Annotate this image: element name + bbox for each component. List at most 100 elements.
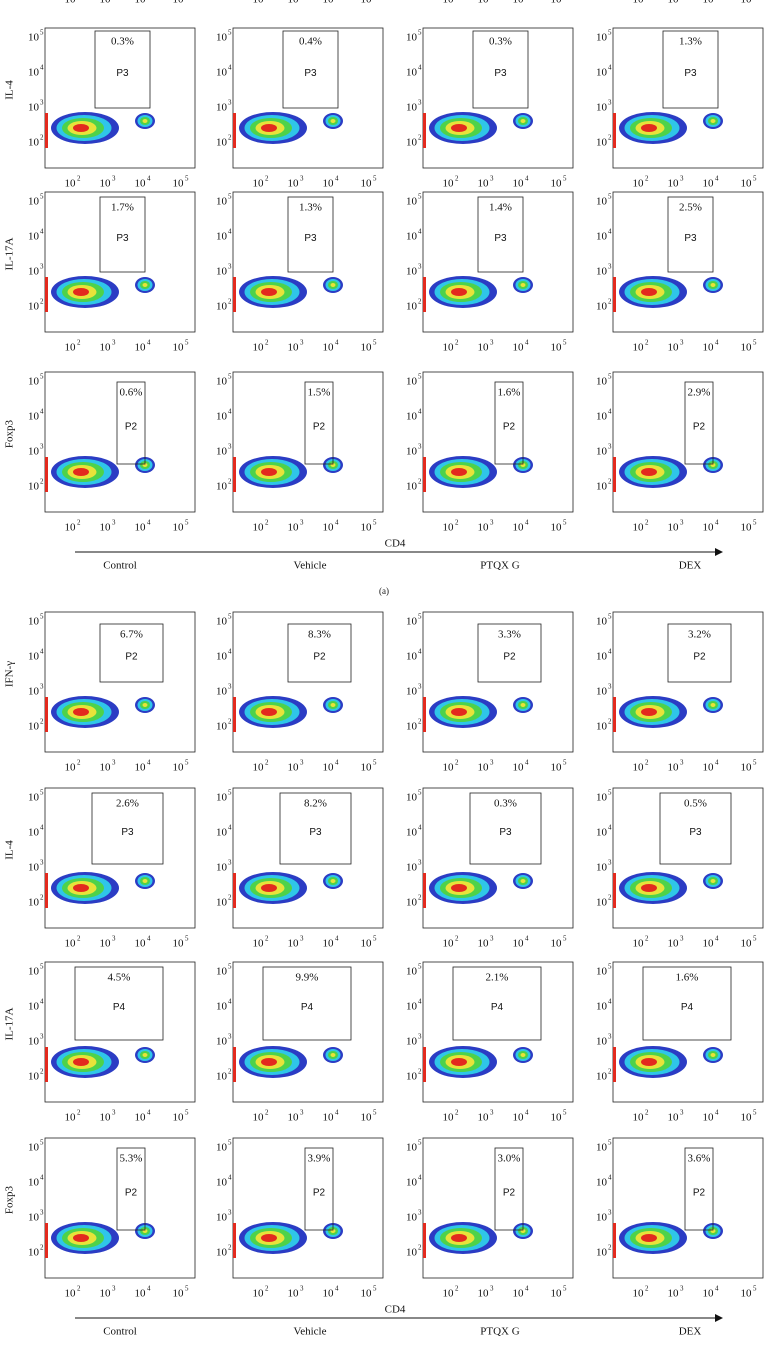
tick-exponent: 4 xyxy=(418,824,422,832)
tick-base: 10 xyxy=(28,792,40,804)
plot-frame xyxy=(232,371,384,513)
tick-base: 10 xyxy=(406,196,418,208)
tick-exponent: 5 xyxy=(608,963,612,971)
plot-frame xyxy=(612,1137,764,1279)
gate-percent: 6.7% xyxy=(120,629,143,641)
gate xyxy=(116,1147,146,1231)
tick-base: 10 xyxy=(216,1247,228,1259)
tick-exponent: 4 xyxy=(147,175,151,183)
tick-base: 10 xyxy=(478,522,490,534)
tick-base: 10 xyxy=(513,1288,525,1300)
tick-base: 10 xyxy=(288,342,300,354)
tick-exponent: 4 xyxy=(525,339,529,347)
tick-base: 10 xyxy=(216,721,228,733)
tick-exponent: 2 xyxy=(40,1244,44,1252)
tick-exponent: 3 xyxy=(418,859,422,867)
plot-frame xyxy=(44,611,196,753)
tick-base: 10 xyxy=(703,938,715,950)
tick-base: 10 xyxy=(406,102,418,114)
tick-base: 10 xyxy=(741,178,753,190)
tick-exponent: 5 xyxy=(753,1285,757,1293)
gate xyxy=(279,792,352,865)
tick-base: 10 xyxy=(253,762,265,774)
tick-exponent: 5 xyxy=(228,29,232,37)
tick-exponent: 5 xyxy=(185,759,189,767)
tick-base: 10 xyxy=(173,178,185,190)
tick-base: 10 xyxy=(703,1288,715,1300)
tick-exponent: 2 xyxy=(228,134,232,142)
tick-base: 10 xyxy=(216,1142,228,1154)
tick-exponent: 2 xyxy=(645,1285,649,1293)
row-marker: IL-17A xyxy=(4,1007,16,1040)
tick-exponent: 4 xyxy=(147,1285,151,1293)
tick-exponent: 4 xyxy=(418,228,422,236)
cell-density xyxy=(641,708,657,716)
cell-density xyxy=(451,708,467,716)
tick-exponent: 2 xyxy=(265,1285,269,1293)
gate xyxy=(667,196,714,273)
tick-base: 10 xyxy=(65,342,77,354)
tick-exponent: 4 xyxy=(40,998,44,1006)
tick-base: 10 xyxy=(323,178,335,190)
group-label: PTQX G xyxy=(480,560,519,572)
tick-exponent: 4 xyxy=(525,935,529,943)
gate xyxy=(99,196,146,273)
tick-base: 10 xyxy=(513,762,525,774)
gate xyxy=(94,30,151,109)
plot-frame xyxy=(422,27,574,169)
tick-exponent: 3 xyxy=(300,519,304,527)
tick-base: 10 xyxy=(596,966,608,978)
plot-frame xyxy=(232,27,384,169)
gate-percent: 3.6% xyxy=(688,1153,711,1165)
tick-base: 10 xyxy=(596,102,608,114)
tick-base: 10 xyxy=(406,67,418,79)
cell-density xyxy=(520,1053,526,1057)
tick-exponent: 2 xyxy=(608,134,612,142)
gate-name: P3 xyxy=(494,233,507,244)
cell-density xyxy=(73,884,89,892)
tick-exponent: 4 xyxy=(418,1174,422,1182)
tick-exponent: 2 xyxy=(77,759,81,767)
tick-exponent: 3 xyxy=(300,1285,304,1293)
gate-percent: 4.5% xyxy=(108,972,131,984)
tick-base: 10 xyxy=(478,178,490,190)
tick-exponent: 5 xyxy=(40,789,44,797)
cell-density xyxy=(451,1058,467,1066)
tick-base: 10 xyxy=(513,342,525,354)
tick-exponent: 2 xyxy=(77,1285,81,1293)
tick-base: 10 xyxy=(478,762,490,774)
tick-exponent: 2 xyxy=(265,519,269,527)
cell-density xyxy=(451,124,467,132)
tick-base: 10 xyxy=(703,522,715,534)
cell-density xyxy=(73,124,89,132)
tick-exponent: 2 xyxy=(40,894,44,902)
tick-base: 10 xyxy=(596,32,608,44)
gate xyxy=(304,1147,334,1231)
gate-percent: 8.3% xyxy=(308,629,331,641)
tick-exponent: 2 xyxy=(418,894,422,902)
row-marker: Foxp3 xyxy=(4,419,16,448)
tick-base: 10 xyxy=(406,862,418,874)
tick-base: 10 xyxy=(406,1036,418,1048)
tick-base: 10 xyxy=(478,0,490,6)
tick-base: 10 xyxy=(100,1288,112,1300)
tick-exponent: 3 xyxy=(418,263,422,271)
cell-density xyxy=(641,1058,657,1066)
tick-base: 10 xyxy=(596,67,608,79)
gate xyxy=(287,623,352,683)
tick-exponent: 4 xyxy=(715,1285,719,1293)
tick-exponent: 3 xyxy=(40,1209,44,1217)
tick-exponent: 3 xyxy=(40,443,44,451)
tick-exponent: 3 xyxy=(40,859,44,867)
tick-base: 10 xyxy=(135,762,147,774)
tick-base: 10 xyxy=(668,0,680,6)
tick-exponent: 2 xyxy=(265,759,269,767)
tick-base: 10 xyxy=(703,178,715,190)
tick-exponent: 3 xyxy=(112,519,116,527)
tick-exponent: 5 xyxy=(228,613,232,621)
cell-density xyxy=(142,119,148,123)
tick-exponent: 5 xyxy=(753,519,757,527)
gate-percent: 3.9% xyxy=(308,1153,331,1165)
gate-percent: 1.6% xyxy=(676,972,699,984)
